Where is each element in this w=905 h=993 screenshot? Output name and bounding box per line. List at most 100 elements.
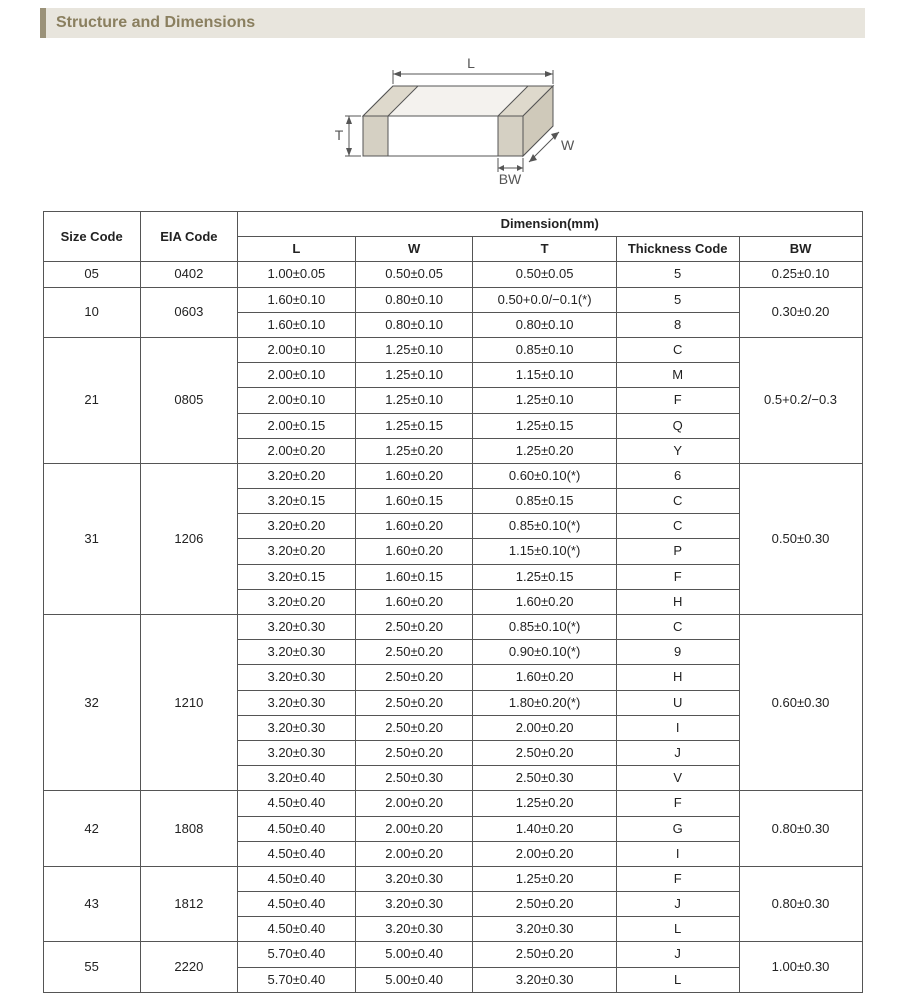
cell-tc: I: [616, 841, 739, 866]
cell-eia-code: 0603: [140, 287, 237, 337]
cell-L: 4.50±0.40: [238, 791, 356, 816]
cell-W: 0.80±0.10: [355, 287, 473, 312]
table-row: 3112063.20±0.201.60±0.200.60±0.10(*)60.5…: [43, 463, 862, 488]
diagram-label-L: L: [467, 55, 475, 71]
cell-W: 5.00±0.40: [355, 942, 473, 967]
cell-T: 0.85±0.10: [473, 337, 616, 362]
cell-T: 0.60±0.10(*): [473, 463, 616, 488]
cell-W: 1.25±0.10: [355, 363, 473, 388]
cell-tc: C: [616, 514, 739, 539]
cell-W: 1.60±0.20: [355, 514, 473, 539]
cell-T: 3.20±0.30: [473, 967, 616, 992]
cell-T: 2.00±0.20: [473, 841, 616, 866]
diagram-label-W: W: [561, 137, 575, 153]
cell-tc: C: [616, 489, 739, 514]
col-T: T: [473, 237, 616, 262]
cell-tc: F: [616, 388, 739, 413]
cell-tc: C: [616, 615, 739, 640]
cell-L: 4.50±0.40: [238, 917, 356, 942]
col-L: L: [238, 237, 356, 262]
cell-size-code: 43: [43, 866, 140, 942]
cell-tc: 5: [616, 287, 739, 312]
cell-tc: F: [616, 564, 739, 589]
cell-tc: J: [616, 892, 739, 917]
cell-bw: 0.25±0.10: [739, 262, 862, 287]
table-row: 4218084.50±0.402.00±0.201.25±0.20F0.80±0…: [43, 791, 862, 816]
dimensions-table: Size Code EIA Code Dimension(mm) L W T T…: [43, 211, 863, 993]
cell-size-code: 42: [43, 791, 140, 867]
cell-W: 2.50±0.30: [355, 766, 473, 791]
cell-tc: P: [616, 539, 739, 564]
cell-T: 2.50±0.20: [473, 942, 616, 967]
cell-bw: 0.5+0.2/−0.3: [739, 337, 862, 463]
cell-T: 2.50±0.20: [473, 740, 616, 765]
section-header: Structure and Dimensions: [40, 8, 865, 38]
cell-T: 0.85±0.15: [473, 489, 616, 514]
cell-eia-code: 1808: [140, 791, 237, 867]
cell-size-code: 32: [43, 615, 140, 791]
cell-T: 0.90±0.10(*): [473, 640, 616, 665]
cell-W: 2.50±0.20: [355, 690, 473, 715]
cell-L: 3.20±0.20: [238, 463, 356, 488]
cell-L: 3.20±0.30: [238, 715, 356, 740]
cell-L: 4.50±0.40: [238, 892, 356, 917]
cell-W: 2.50±0.20: [355, 615, 473, 640]
cell-W: 1.60±0.20: [355, 463, 473, 488]
table-row: 1006031.60±0.100.80±0.100.50+0.0/−0.1(*)…: [43, 287, 862, 312]
cell-T: 0.50±0.05: [473, 262, 616, 287]
cell-W: 1.60±0.20: [355, 539, 473, 564]
cell-L: 3.20±0.20: [238, 539, 356, 564]
cell-size-code: 55: [43, 942, 140, 992]
cell-W: 3.20±0.30: [355, 917, 473, 942]
cell-eia-code: 1210: [140, 615, 237, 791]
cell-bw: 0.60±0.30: [739, 615, 862, 791]
cell-L: 2.00±0.15: [238, 413, 356, 438]
cell-L: 5.70±0.40: [238, 942, 356, 967]
cell-W: 1.25±0.20: [355, 438, 473, 463]
cell-tc: J: [616, 740, 739, 765]
cell-T: 1.15±0.10(*): [473, 539, 616, 564]
diagram-label-T: T: [334, 127, 343, 143]
cell-tc: J: [616, 942, 739, 967]
cell-bw: 0.80±0.30: [739, 791, 862, 867]
cell-W: 2.50±0.20: [355, 665, 473, 690]
cell-size-code: 31: [43, 463, 140, 614]
cell-L: 2.00±0.20: [238, 438, 356, 463]
cell-T: 1.60±0.20: [473, 589, 616, 614]
cell-T: 1.25±0.20: [473, 866, 616, 891]
cell-W: 1.60±0.15: [355, 489, 473, 514]
section-title: Structure and Dimensions: [56, 14, 255, 31]
cell-eia-code: 0402: [140, 262, 237, 287]
cell-tc: I: [616, 715, 739, 740]
cell-L: 1.60±0.10: [238, 312, 356, 337]
cell-W: 3.20±0.30: [355, 866, 473, 891]
cell-T: 3.20±0.30: [473, 917, 616, 942]
col-eia-code: EIA Code: [140, 212, 237, 262]
cell-T: 1.25±0.15: [473, 413, 616, 438]
cell-W: 5.00±0.40: [355, 967, 473, 992]
cell-T: 2.50±0.20: [473, 892, 616, 917]
cell-tc: 9: [616, 640, 739, 665]
cell-tc: 8: [616, 312, 739, 337]
cell-L: 4.50±0.40: [238, 866, 356, 891]
cell-L: 3.20±0.30: [238, 640, 356, 665]
cell-size-code: 21: [43, 337, 140, 463]
cell-tc: H: [616, 589, 739, 614]
cell-tc: F: [616, 866, 739, 891]
cell-tc: Y: [616, 438, 739, 463]
cell-tc: C: [616, 337, 739, 362]
table-row: 3212103.20±0.302.50±0.200.85±0.10(*)C0.6…: [43, 615, 862, 640]
cell-L: 1.00±0.05: [238, 262, 356, 287]
cell-tc: Q: [616, 413, 739, 438]
cell-T: 0.50+0.0/−0.1(*): [473, 287, 616, 312]
cell-L: 2.00±0.10: [238, 388, 356, 413]
cell-bw: 0.50±0.30: [739, 463, 862, 614]
cell-tc: V: [616, 766, 739, 791]
cell-T: 2.00±0.20: [473, 715, 616, 740]
cell-W: 1.25±0.10: [355, 337, 473, 362]
cell-L: 3.20±0.15: [238, 564, 356, 589]
cell-tc: G: [616, 816, 739, 841]
cell-T: 0.80±0.10: [473, 312, 616, 337]
cell-W: 2.50±0.20: [355, 715, 473, 740]
component-diagram: L T W BW: [0, 46, 905, 201]
